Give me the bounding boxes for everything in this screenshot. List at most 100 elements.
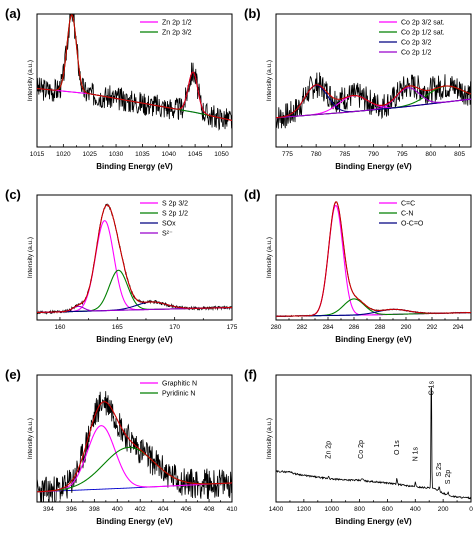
y-axis-label: Intensity (a.u.) (266, 237, 273, 278)
x-tick-label: 1050 (214, 151, 229, 158)
legend-label: Pyridinic N (162, 391, 195, 398)
series-line-0 (37, 425, 232, 493)
raw-data-line (276, 72, 471, 129)
panel-label: (c) (5, 187, 21, 202)
survey-spectrum-line (276, 386, 471, 500)
x-tick-label: 1030 (109, 151, 124, 158)
x-axis-label: Binding Energy (eV) (96, 162, 173, 171)
panel-d: 280 282 284 286 288 290 292 294 Binding Energy (… (244, 187, 472, 344)
x-tick-label: 410 (227, 506, 238, 513)
x-tick-label: 170 (169, 324, 180, 331)
x-tick-label: 280 (271, 324, 282, 331)
x-tick-label: 805 (454, 151, 465, 158)
legend-label: O-C=O (401, 221, 424, 228)
legend-label: S²⁻ (162, 231, 173, 238)
legend-label: Co 2p 3/2 sat. (401, 20, 445, 27)
series-line-1 (37, 14, 232, 121)
legend-label: Co 2p 3/2 (401, 40, 431, 47)
x-tick-label: 400 (410, 506, 421, 513)
x-tick-label: 800 (425, 151, 436, 158)
legend-label: S 2p 1/2 (162, 211, 188, 218)
envelope-line (37, 204, 232, 314)
series-line-3 (276, 87, 471, 119)
x-tick-label: 1040 (162, 151, 177, 158)
panel-label: (b) (244, 6, 261, 21)
legend-label: C-N (401, 211, 413, 218)
x-tick-label: 284 (323, 324, 334, 331)
x-tick-label: 1045 (188, 151, 203, 158)
raw-data-line (37, 14, 232, 131)
x-tick-label: 1000 (324, 506, 339, 513)
x-tick-label: 282 (297, 324, 308, 331)
panel-f: 1400 1200 1000 800 600 400 200 0 Binding Energy … (244, 367, 473, 526)
x-tick-label: 600 (382, 506, 393, 513)
envelope-line (37, 14, 232, 121)
x-tick-label: 1400 (269, 506, 284, 513)
envelope-line (276, 84, 471, 119)
panel-label: (f) (244, 367, 257, 382)
x-tick-label: 1020 (56, 151, 71, 158)
x-tick-label: 290 (401, 324, 412, 331)
y-axis-label: Intensity (a.u.) (27, 60, 34, 101)
peak-label: S 2p (445, 470, 452, 485)
y-axis-label: Intensity (a.u.) (27, 418, 34, 459)
x-tick-label: 165 (112, 324, 123, 331)
x-tick-label: 800 (354, 506, 365, 513)
x-tick-label: 288 (375, 324, 386, 331)
x-axis-label: Binding Energy (eV) (96, 335, 173, 344)
peak-label: N 1s (412, 446, 419, 461)
x-tick-label: 404 (158, 506, 169, 513)
x-tick-label: 394 (43, 506, 54, 513)
x-tick-label: 175 (227, 324, 238, 331)
legend-label: Zn 2p 1/2 (162, 20, 192, 27)
series-line-0 (37, 220, 232, 314)
x-tick-label: 795 (397, 151, 408, 158)
plot-frame (275, 194, 472, 321)
legend-label: Co 2p 1/2 (401, 50, 431, 57)
plot-frame (36, 194, 233, 321)
x-tick-label: 1015 (30, 151, 45, 158)
x-tick-label: 790 (368, 151, 379, 158)
x-axis-label: Binding Energy (eV) (335, 162, 412, 171)
legend-label: Zn 2p 3/2 (162, 30, 192, 37)
y-axis-label: Intensity (a.u.) (266, 418, 273, 459)
plot-frame (275, 374, 472, 503)
y-axis-label: Intensity (a.u.) (266, 60, 273, 101)
x-tick-label: 780 (311, 151, 322, 158)
x-axis-label: Binding Energy (eV) (335, 335, 412, 344)
x-axis-label: Binding Energy (eV) (335, 517, 412, 526)
x-tick-label: 294 (453, 324, 464, 331)
x-tick-label: 775 (282, 151, 293, 158)
panel-label: (e) (5, 367, 21, 382)
envelope-line (37, 401, 232, 493)
panel-label: (a) (5, 6, 21, 21)
x-tick-label: 1200 (297, 506, 312, 513)
envelope-line (276, 201, 471, 317)
x-tick-label: 1035 (135, 151, 150, 158)
peak-label: O 1s (394, 440, 401, 455)
x-tick-label: 396 (66, 506, 77, 513)
x-tick-label: 286 (349, 324, 360, 331)
x-tick-label: 160 (55, 324, 66, 331)
panel-b: 775 780 785 790 795 800 805 Binding Energy (eV)… (244, 6, 472, 171)
panel-label: (d) (244, 187, 261, 202)
x-tick-label: 406 (181, 506, 192, 513)
peak-label: Zn 2p (326, 441, 333, 459)
plot-frame (36, 374, 233, 503)
x-tick-label: 292 (427, 324, 438, 331)
x-tick-label: 0 (469, 506, 473, 513)
legend-label: SOx (162, 221, 176, 228)
series-line-0 (276, 204, 471, 317)
panel-e: 394 396 398 400 402 404 406 408 410 Binding Energ… (5, 367, 238, 526)
x-tick-label: 402 (135, 506, 146, 513)
y-axis-label: Intensity (a.u.) (27, 237, 34, 278)
raw-data-line (276, 201, 471, 318)
legend-label: S 2p 3/2 (162, 201, 188, 208)
legend-label: Co 2p 1/2 sat. (401, 30, 445, 37)
x-tick-label: 398 (89, 506, 100, 513)
x-axis-label: Binding Energy (eV) (96, 517, 173, 526)
x-tick-label: 408 (204, 506, 215, 513)
peak-label: S 2s (436, 462, 443, 477)
peak-label: C 1s (428, 380, 435, 395)
